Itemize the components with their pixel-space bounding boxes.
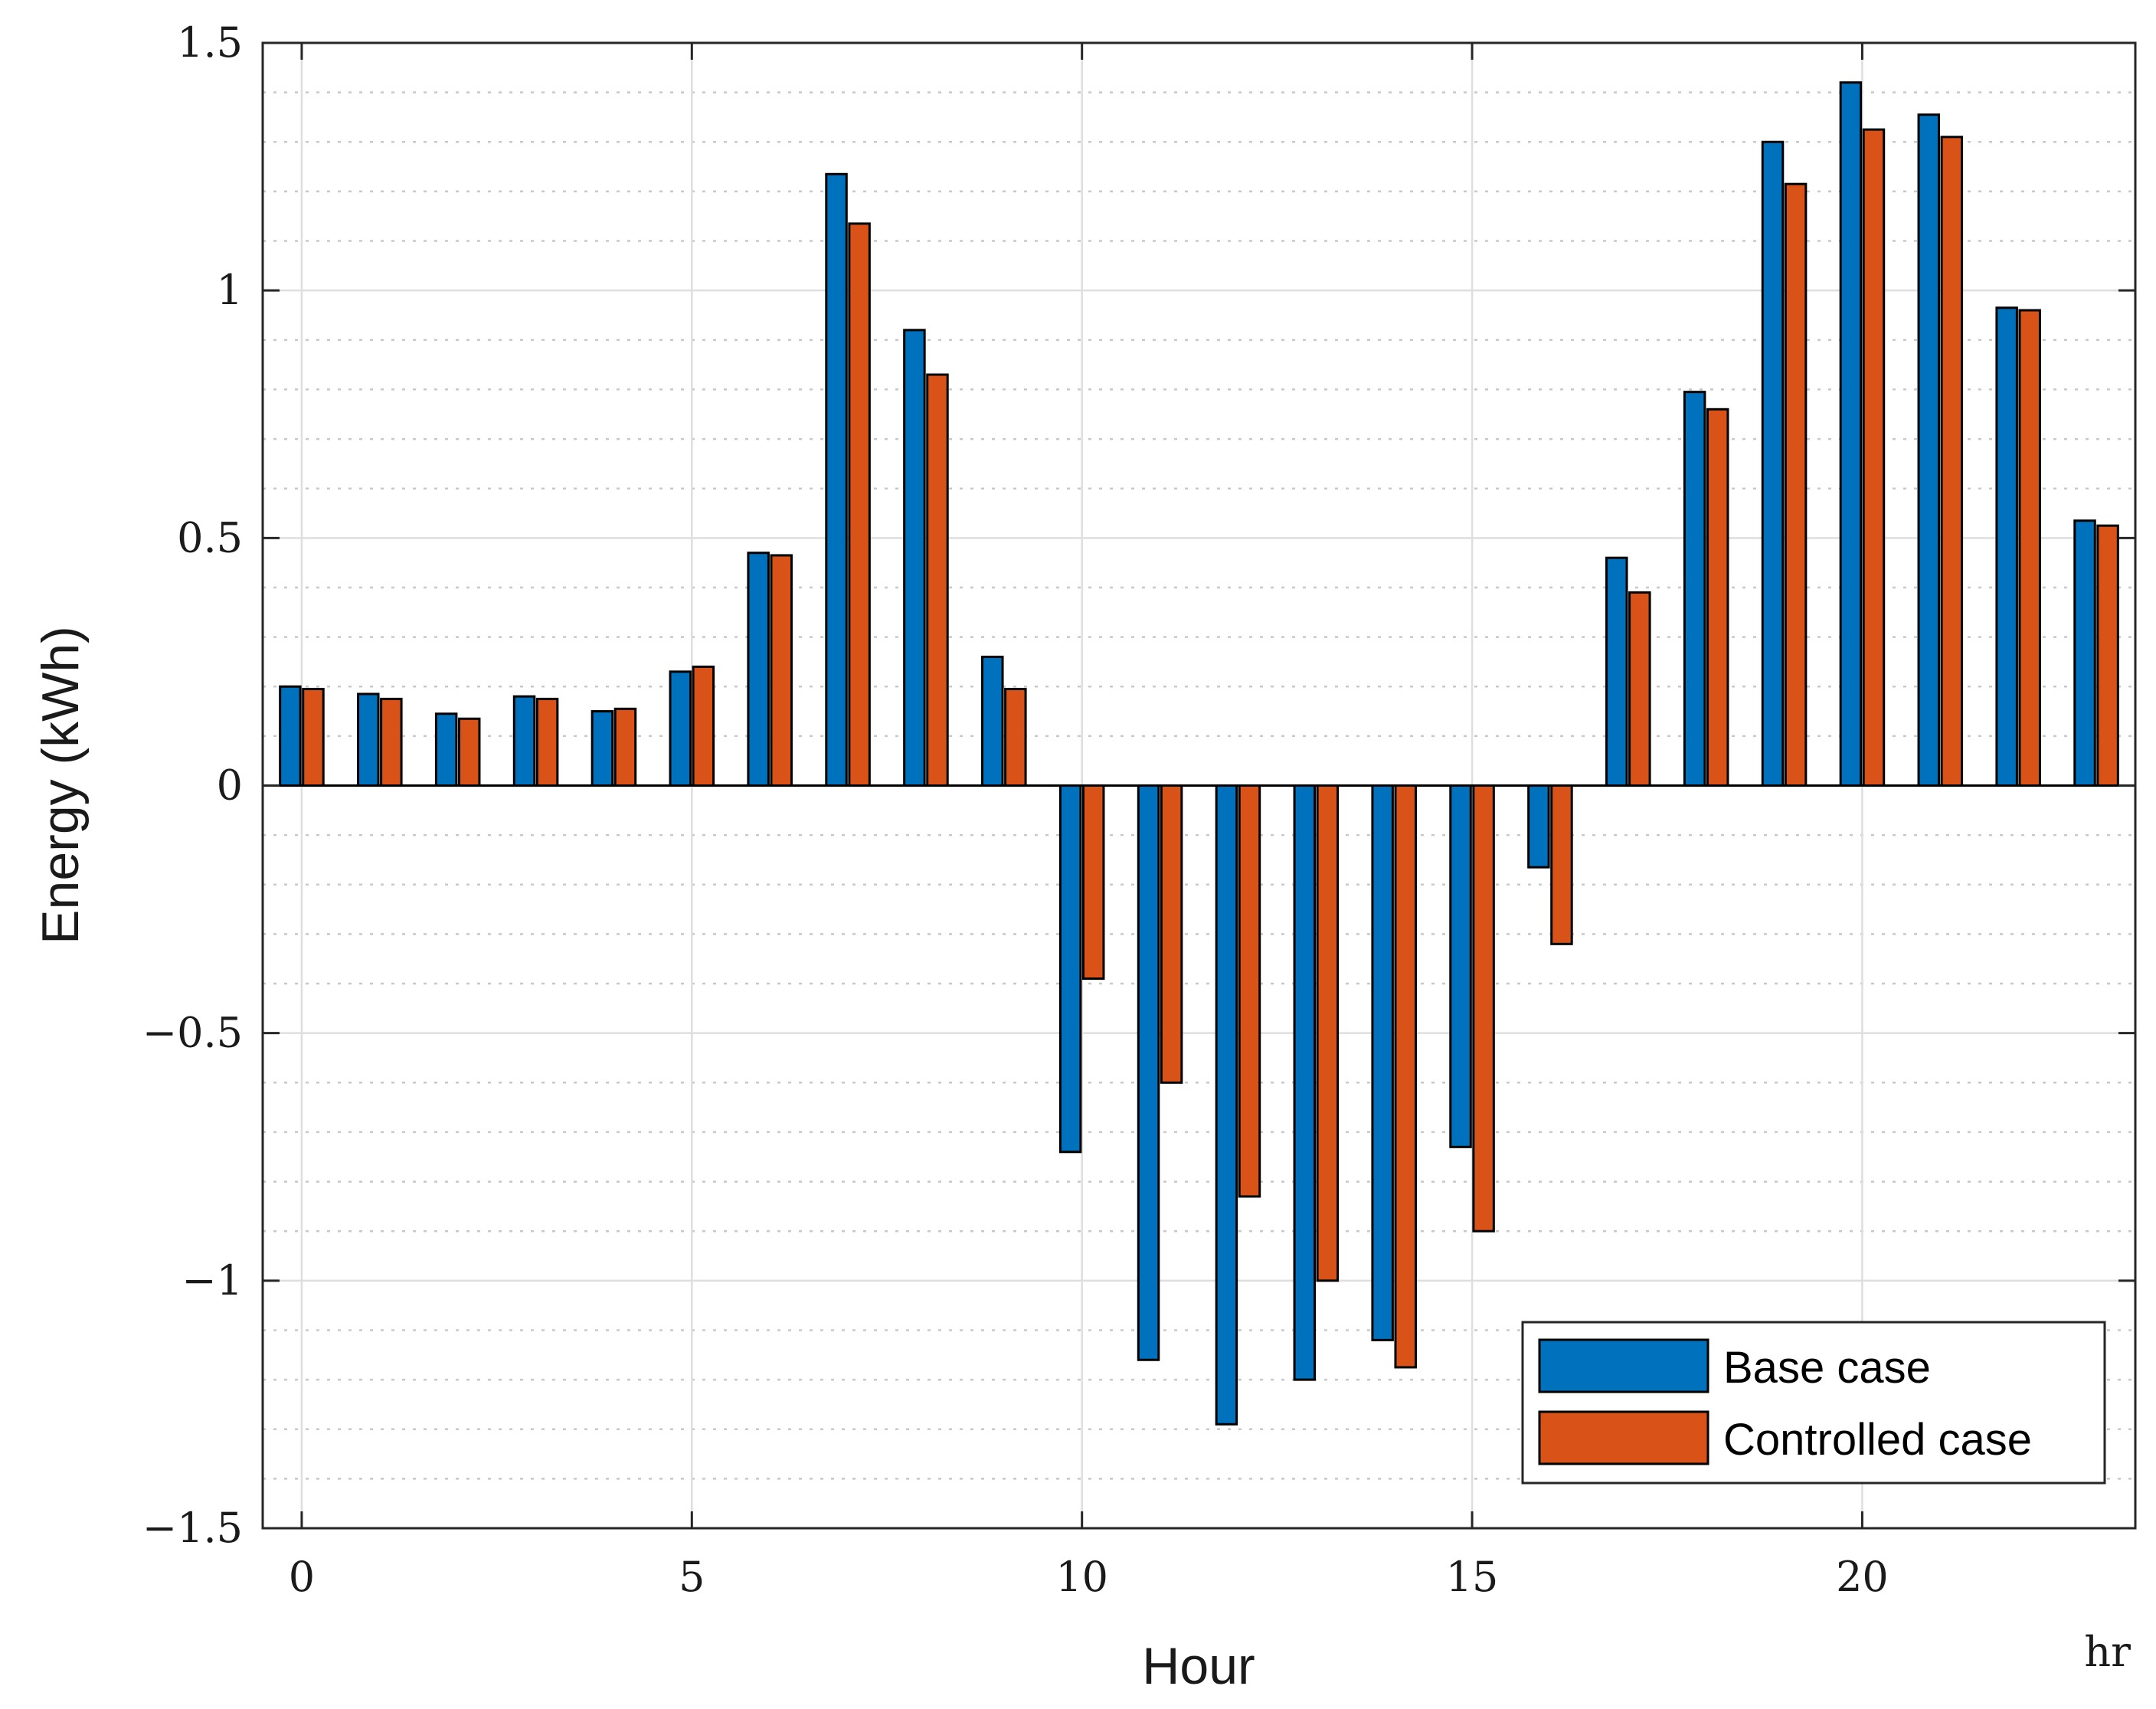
bar-controlled-hour-9: [1004, 687, 1027, 787]
legend-swatch-base-case: [1538, 1338, 1709, 1393]
x-unit-label: hr: [2084, 1628, 2131, 1676]
bar-controlled-hour-23: [2096, 524, 2119, 787]
bar-base-hour-1: [357, 692, 380, 787]
bar-controlled-hour-7: [848, 222, 871, 787]
minor-grid: [263, 91, 2135, 1480]
legend-swatch-controlled-case: [1538, 1410, 1709, 1465]
bar-base-hour-21: [1917, 113, 1941, 787]
bar-controlled-hour-20: [1862, 128, 1886, 787]
y-tick-label: 1: [217, 266, 243, 314]
legend-label-controlled-case: Controlled case: [1723, 1415, 2032, 1465]
bar-base-hour-22: [1995, 306, 2018, 787]
bar-controlled-hour-13: [1316, 784, 1340, 1282]
bar-controlled-hour-5: [692, 665, 715, 787]
bar-base-hour-19: [1761, 140, 1785, 787]
bar-controlled-hour-15: [1472, 784, 1495, 1233]
bar-base-hour-17: [1605, 556, 1628, 787]
bar-controlled-hour-4: [613, 707, 637, 787]
bar-controlled-hour-0: [302, 687, 325, 787]
bar-base-hour-5: [669, 670, 692, 787]
bar-controlled-hour-16: [1550, 784, 1573, 945]
bar-controlled-hour-12: [1238, 784, 1261, 1198]
bar-base-hour-10: [1058, 784, 1082, 1154]
bar-controlled-hour-8: [926, 373, 949, 787]
bar-base-hour-14: [1371, 784, 1394, 1341]
bar-controlled-hour-19: [1784, 182, 1808, 787]
x-tick-label: 20: [1836, 1553, 1889, 1601]
y-tick-label: 0.5: [177, 513, 243, 561]
bar-controlled-hour-14: [1394, 784, 1417, 1369]
bar-base-hour-15: [1449, 784, 1472, 1148]
legend: Base case Controlled case: [1521, 1321, 2106, 1485]
bar-base-hour-0: [279, 685, 302, 787]
y-tick-label: −1.5: [142, 1504, 243, 1552]
x-tick-label: 10: [1055, 1553, 1108, 1601]
y-tick-labels: −1.5 −1 −0.5 0 0.5 1 1.5: [142, 18, 243, 1552]
y-tick-label: 1.5: [177, 18, 243, 67]
bar-base-hour-23: [2073, 519, 2096, 787]
bar-base-hour-8: [903, 329, 926, 787]
bar-base-hour-18: [1683, 391, 1706, 787]
bar-controlled-hour-21: [1940, 136, 1964, 787]
bars: [279, 81, 2119, 1426]
bar-controlled-hour-17: [1628, 591, 1651, 787]
legend-label-base-case: Base case: [1723, 1343, 1931, 1393]
bar-controlled-hour-3: [535, 697, 559, 787]
y-tick-label: −1: [182, 1256, 243, 1305]
bar-base-hour-12: [1215, 784, 1238, 1426]
bar-controlled-hour-1: [380, 697, 403, 787]
x-axis-label: Hour: [1142, 1637, 1255, 1695]
bar-controlled-hour-11: [1160, 784, 1183, 1084]
x-tick-labels: 0 5 10 15 20: [289, 1553, 1889, 1601]
bar-controlled-hour-18: [1706, 408, 1729, 787]
bar-base-hour-4: [591, 710, 614, 787]
bar-base-hour-2: [434, 712, 458, 787]
y-axis-label: Energy (kWh): [31, 626, 90, 945]
bar-controlled-hour-22: [2018, 309, 2041, 787]
bar-base-hour-11: [1137, 784, 1160, 1361]
bar-base-hour-16: [1527, 784, 1550, 869]
bar-controlled-hour-10: [1081, 784, 1105, 981]
bar-base-hour-13: [1293, 784, 1317, 1381]
bar-base-hour-9: [981, 655, 1004, 787]
y-tick-label: −0.5: [142, 1009, 243, 1057]
bar-controlled-hour-6: [770, 554, 793, 787]
bar-base-hour-7: [825, 172, 848, 787]
tick-marks: [263, 41, 2135, 1530]
bar-base-hour-20: [1839, 81, 1863, 787]
x-tick-label: 0: [289, 1553, 315, 1601]
y-tick-label: 0: [217, 761, 243, 810]
bar-controlled-hour-2: [457, 717, 481, 787]
bar-base-hour-3: [512, 695, 536, 787]
bar-base-hour-6: [747, 552, 770, 787]
x-tick-label: 5: [679, 1553, 705, 1601]
x-tick-label: 15: [1446, 1553, 1499, 1601]
